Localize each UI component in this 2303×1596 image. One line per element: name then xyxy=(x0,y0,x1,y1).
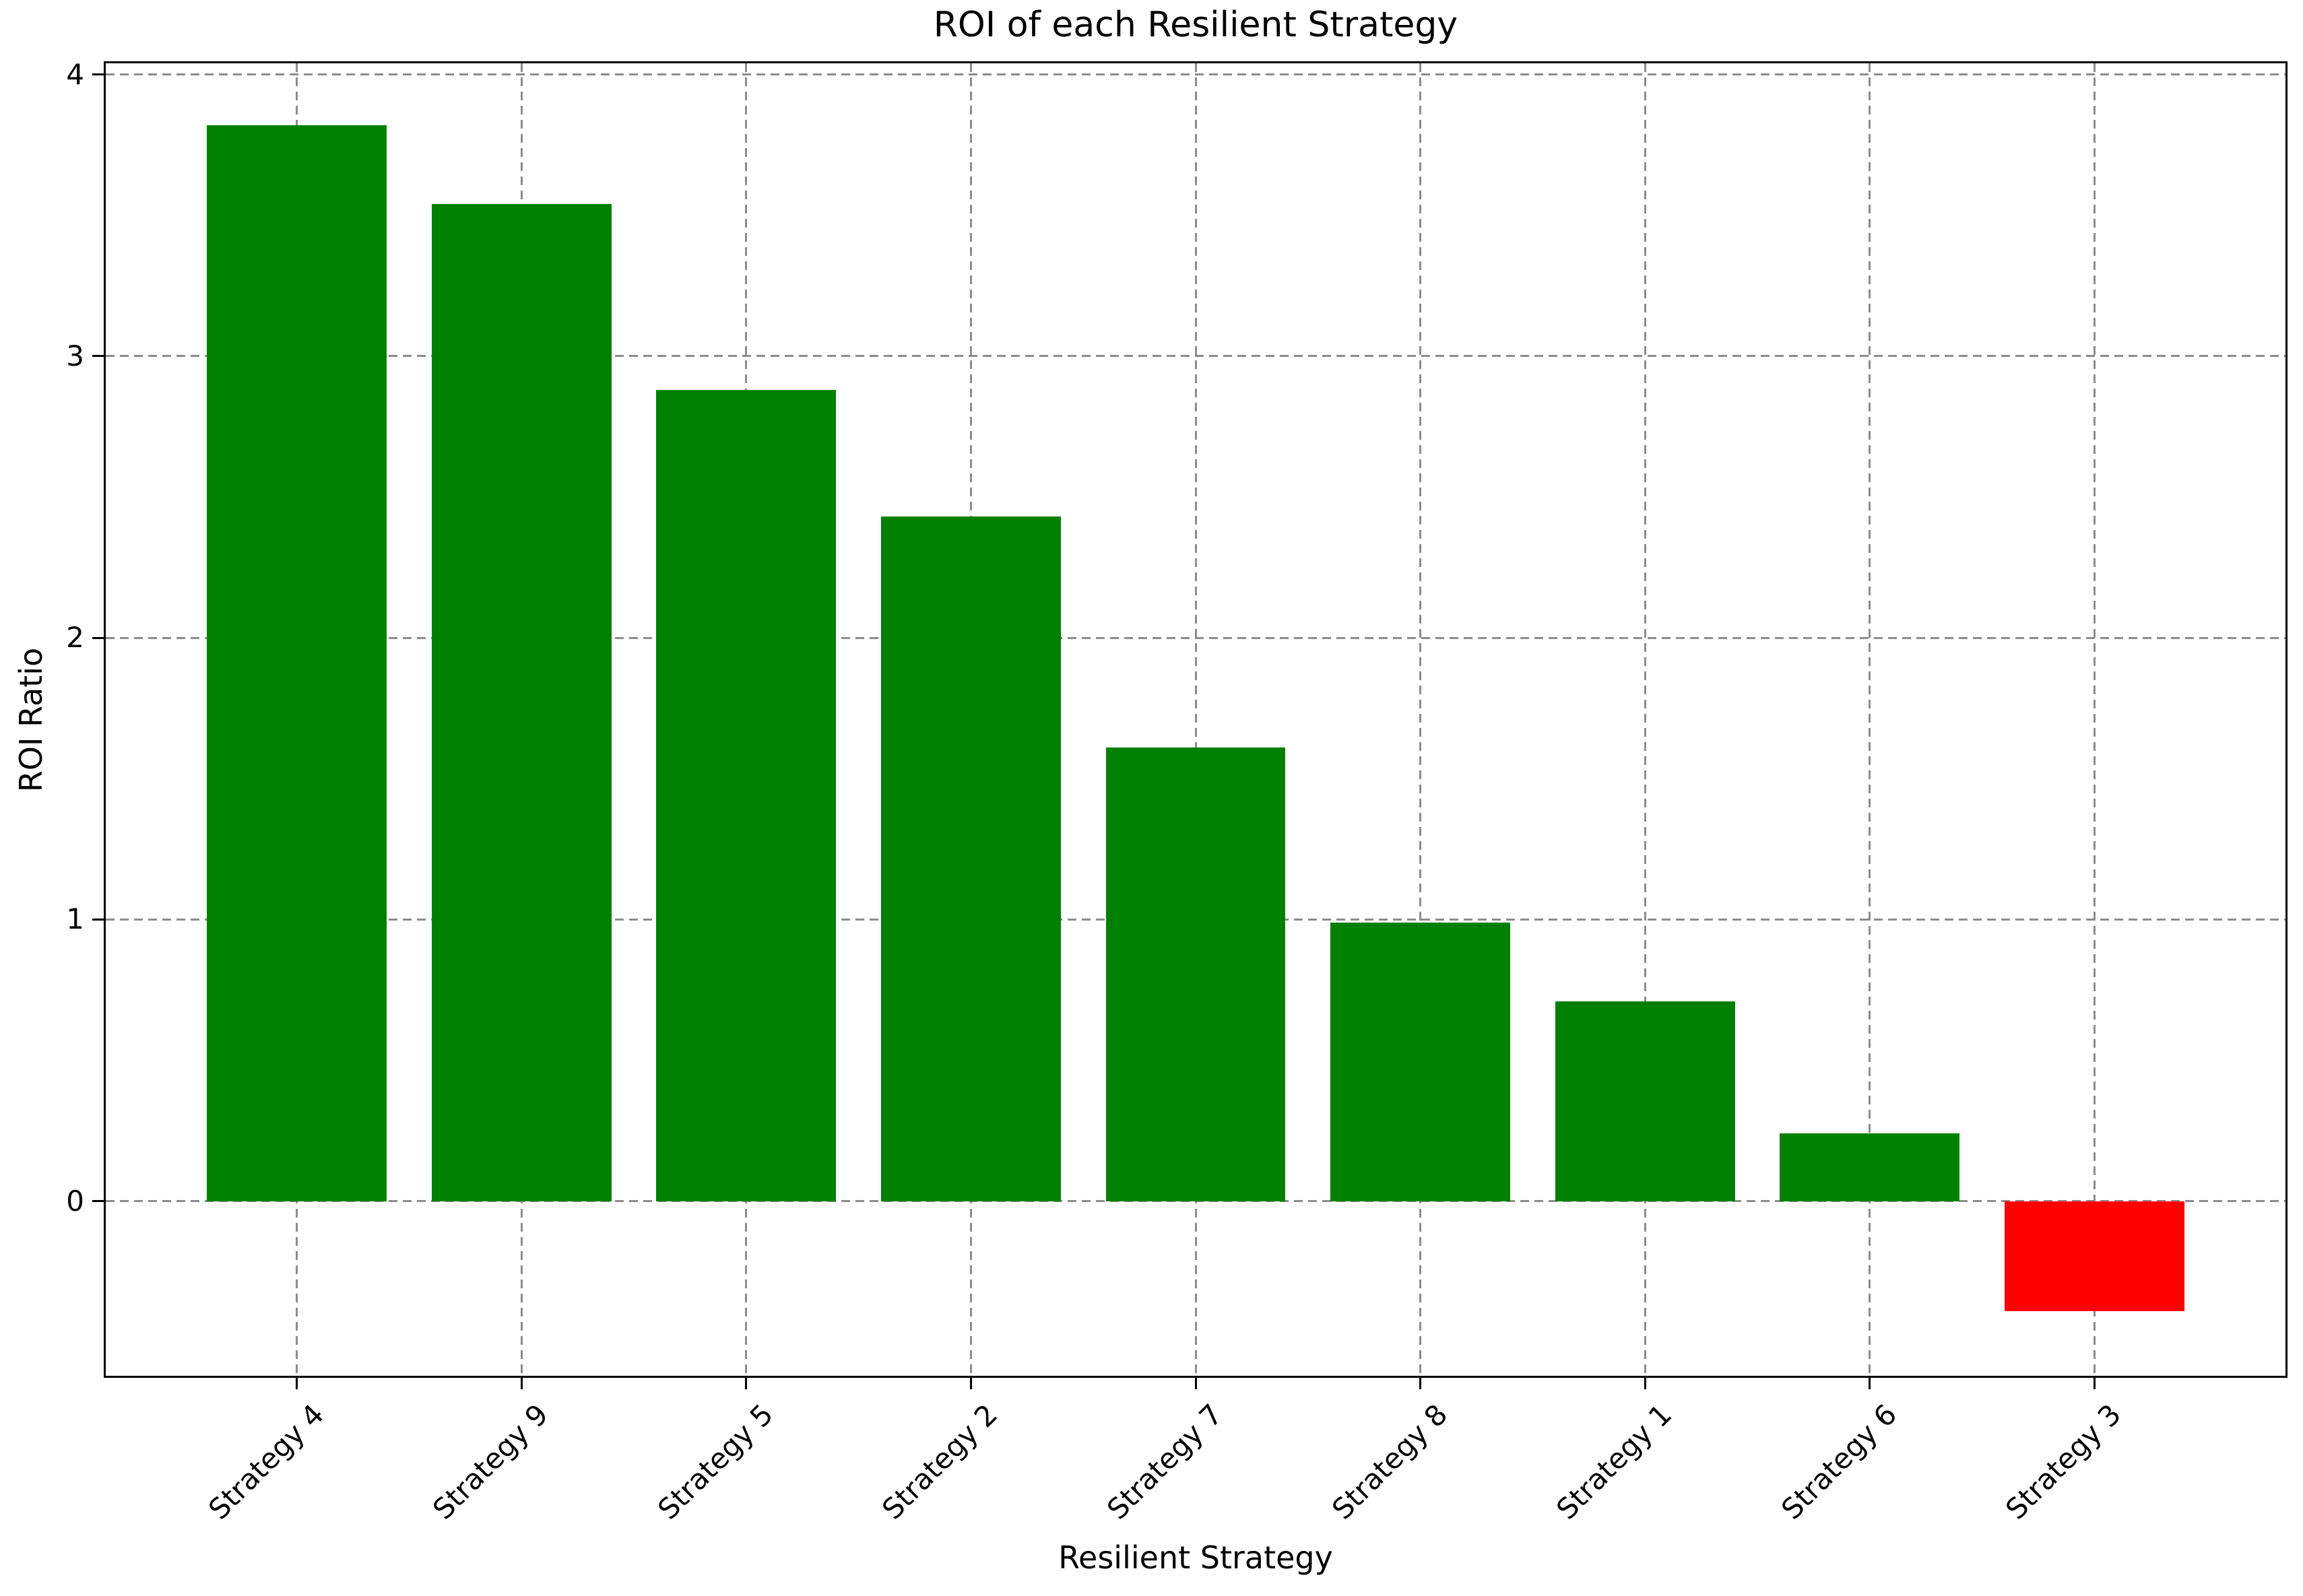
x-tick-mark xyxy=(1644,1376,1646,1389)
x-tick-label: Strategy 5 xyxy=(651,1397,780,1526)
chart-title: ROI of each Resilient Strategy xyxy=(933,5,1458,45)
x-tick-mark xyxy=(1419,1376,1422,1389)
y-tick-mark xyxy=(92,355,106,358)
x-tick-mark xyxy=(745,1376,748,1389)
x-gridline xyxy=(1194,63,1197,1376)
x-tick-mark xyxy=(1194,1376,1197,1389)
bar xyxy=(1780,1133,1960,1201)
x-tick-label: Strategy 9 xyxy=(426,1397,555,1526)
y-tick-label: 3 xyxy=(66,339,84,372)
plot-area xyxy=(104,61,2288,1378)
x-gridline xyxy=(1869,63,1871,1376)
y-tick-label: 4 xyxy=(66,57,84,91)
y-tick-mark xyxy=(92,1200,106,1203)
y-axis-label: ROI Ratio xyxy=(13,647,49,792)
x-axis-label: Resilient Strategy xyxy=(1058,1539,1333,1576)
y-tick-mark xyxy=(92,918,106,921)
x-gridline xyxy=(2093,63,2096,1376)
x-tick-mark xyxy=(969,1376,972,1389)
x-tick-label: Strategy 1 xyxy=(1550,1397,1679,1526)
bar xyxy=(1330,922,1511,1201)
x-tick-label: Strategy 6 xyxy=(1774,1397,1904,1526)
bar xyxy=(2004,1201,2184,1311)
bar xyxy=(656,390,837,1201)
y-tick-mark xyxy=(92,636,106,639)
y-tick-label: 1 xyxy=(66,902,84,936)
bar xyxy=(1105,747,1286,1201)
x-tick-label: Strategy 4 xyxy=(201,1397,330,1526)
x-tick-label: Strategy 3 xyxy=(1999,1397,2128,1526)
x-tick-label: Strategy 2 xyxy=(876,1397,1004,1526)
bar xyxy=(431,204,612,1201)
x-tick-label: Strategy 8 xyxy=(1325,1397,1454,1526)
bar xyxy=(880,517,1061,1201)
x-tick-label: Strategy 7 xyxy=(1101,1397,1229,1526)
y-tick-label: 2 xyxy=(66,621,84,655)
x-tick-mark xyxy=(520,1376,523,1389)
y-tick-label: 0 xyxy=(66,1184,84,1218)
x-gridline xyxy=(1419,63,1422,1376)
x-tick-mark xyxy=(2093,1376,2096,1389)
x-gridline xyxy=(1644,63,1646,1376)
x-tick-mark xyxy=(1869,1376,1871,1389)
x-tick-mark xyxy=(296,1376,298,1389)
bar xyxy=(1555,1001,1735,1201)
y-tick-mark xyxy=(92,73,106,76)
bar xyxy=(207,125,387,1201)
